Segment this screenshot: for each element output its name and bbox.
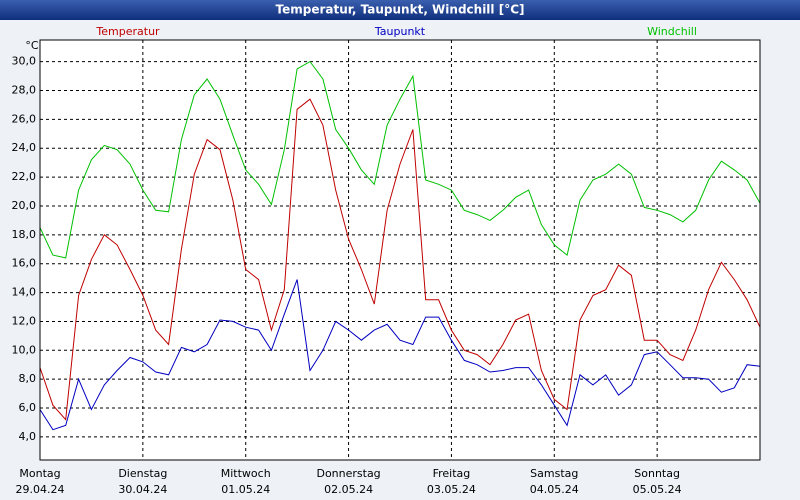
y-tick-label: 4,0 [19, 430, 37, 443]
series-line [39, 98, 761, 421]
legend-entry: Windchill [647, 25, 697, 38]
x-tick-date: 29.04.24 [16, 483, 65, 496]
y-tick-label: 16,0 [12, 257, 37, 270]
y-tick-label: 6,0 [19, 401, 37, 414]
chart-title: Temperatur, Taupunkt, Windchill [°C] [276, 3, 525, 17]
plot-border [39, 39, 761, 461]
legend-entry: Temperatur [95, 25, 160, 38]
y-unit: °C [25, 39, 39, 52]
x-tick-date: 05.05.24 [633, 483, 682, 496]
y-tick-label: 30,0 [12, 55, 37, 68]
y-tick-label: 14,0 [12, 286, 37, 299]
y-tick-label: 22,0 [12, 170, 37, 183]
x-tick-date: 02.05.24 [324, 483, 373, 496]
y-tick-label: 28,0 [12, 84, 37, 97]
y-tick-label: 24,0 [12, 141, 37, 154]
title-bar [0, 0, 800, 20]
series-line [39, 60, 761, 259]
x-tick-label: Samstag [530, 467, 578, 480]
legend-entry: Taupunkt [374, 25, 426, 38]
x-tick-label: Sonntag [634, 467, 680, 480]
y-tick-label: 26,0 [12, 112, 37, 125]
y-tick-label: 10,0 [12, 343, 37, 356]
series-line [39, 279, 761, 431]
y-tick-label: 12,0 [12, 314, 37, 327]
y-tick-label: 20,0 [12, 199, 37, 212]
x-tick-label: Dienstag [118, 467, 167, 480]
x-tick-label: Freitag [433, 467, 471, 480]
x-tick-date: 03.05.24 [427, 483, 476, 496]
x-tick-label: Montag [19, 467, 60, 480]
x-tick-date: 30.04.24 [118, 483, 167, 496]
x-tick-label: Donnerstag [316, 467, 380, 480]
y-tick-label: 8,0 [19, 372, 37, 385]
x-tick-date: 04.05.24 [530, 483, 579, 496]
plot-area [40, 40, 760, 460]
x-tick-label: Mittwoch [221, 467, 271, 480]
y-tick-label: 18,0 [12, 228, 37, 241]
x-tick-date: 01.05.24 [221, 483, 270, 496]
